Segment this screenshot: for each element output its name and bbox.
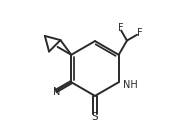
Text: NH: NH xyxy=(123,80,138,90)
Text: F: F xyxy=(137,28,142,38)
Text: N: N xyxy=(53,87,60,97)
Text: S: S xyxy=(92,112,98,122)
Text: F: F xyxy=(118,23,123,33)
